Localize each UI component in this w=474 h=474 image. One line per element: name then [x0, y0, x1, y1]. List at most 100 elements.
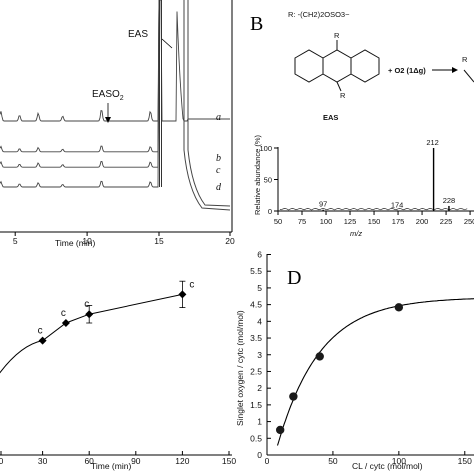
- panel-d-point-3: [394, 303, 404, 312]
- panel-d-y-tick-label-0: 0: [257, 450, 262, 460]
- panel-d-y-tick-label-3: 3: [257, 350, 262, 360]
- reaction-arrowhead: [452, 67, 458, 73]
- panel-b: B R: -(CH2)2OSO3− R R EAS + O2 (1Δg) R 0…: [250, 10, 474, 238]
- panel-d-points: [275, 303, 404, 435]
- panel-d-y-tick-label-1: 1: [257, 417, 262, 427]
- trace-label-a: a: [216, 112, 221, 123]
- panel-a-x-tick-label-5: 5: [13, 236, 18, 246]
- panel-c: 0 30 60 90 120 150 c c c c Time (min): [0, 279, 236, 471]
- panel-b-y-tick-label-100: 100: [259, 144, 272, 153]
- panel-c-series-line: [0, 293, 183, 374]
- panel-b-y-tick-label-0: 0: [268, 207, 272, 216]
- product-fragment: R: [462, 55, 468, 64]
- panel-d-y-tick-label-4.5: 4.5: [250, 300, 262, 310]
- panel-b-x-ticks: 50 75 100 125 150 175 200 225 250: [274, 211, 474, 226]
- panel-c-x-tick-label-150: 150: [222, 456, 236, 466]
- panel-b-y-axis-label: Relative abundance (%): [253, 134, 262, 215]
- panel-d-y-tick-label-6: 6: [257, 250, 262, 260]
- panel-c-x-tick-label-120: 120: [175, 456, 189, 466]
- panel-b-x-tick-label-75: 75: [298, 217, 306, 226]
- chromatogram-trace-b: [0, 0, 161, 153]
- panel-c-point-label-2: c: [84, 299, 89, 310]
- chromatogram-trace-a: [0, 0, 230, 122]
- panel-b-x-tick-label-250: 250: [464, 217, 474, 226]
- product-bond: [463, 69, 474, 83]
- panel-d-label: D: [287, 267, 301, 289]
- spectrum-baseline: [279, 208, 468, 211]
- annotation-easo2: EASO2: [92, 89, 124, 102]
- panel-c-point-0: [38, 336, 47, 345]
- substituent-label: R: -(CH2)2OSO3−: [288, 10, 350, 19]
- compound-label: EAS: [323, 113, 338, 122]
- annotation-eas: EAS: [128, 29, 148, 40]
- panel-c-point-2: [85, 310, 94, 319]
- panel-c-x-axis-label: Time (min): [91, 461, 131, 471]
- trace-label-b: b: [216, 153, 221, 164]
- panel-d-x-tick-label-150: 150: [458, 456, 472, 466]
- panel-c-x-tick-label-60: 60: [84, 456, 94, 466]
- annotation-eas-arrow: [161, 38, 173, 49]
- panel-c-point-label-0: c: [38, 326, 43, 337]
- chromatogram-trace-d: [0, 0, 161, 188]
- panel-c-x-tick-label-0: 0: [0, 456, 4, 466]
- panel-d-y-tick-label-0.5: 0.5: [250, 433, 262, 443]
- panel-c-point-1: [61, 319, 70, 327]
- panel-a-x-tick-label-15: 15: [154, 236, 164, 246]
- panel-a-traces: a bcd: [0, 0, 231, 211]
- panel-d-x-tick-label-0: 0: [265, 456, 270, 466]
- panel-c-x-ticks: 0 30 60 90 120 150: [0, 451, 236, 466]
- structure-r-bottom: R: [340, 91, 346, 100]
- panel-d-y-tick-label-2: 2: [257, 383, 262, 393]
- spectrum-peak-label-228: 228: [443, 196, 456, 205]
- panel-b-x-axis-label: m/z: [350, 229, 362, 238]
- reagent-label: + O2 (1Δg): [388, 66, 426, 75]
- eas-peak-tail-a: [183, 0, 231, 211]
- panel-b-x-tick-label-150: 150: [368, 217, 381, 226]
- spectrum-peak-label-97: 97: [319, 200, 327, 209]
- panel-d-x-ticks: 0 50 100 150: [265, 451, 472, 466]
- panel-d: D 0 0.5 1 1.5 2 2.5 3 3.5 4 4.5 5 5.5 6 0 50 100 150 Si…: [235, 250, 474, 471]
- panel-d-y-tick-label-5: 5: [257, 283, 262, 293]
- trace-label-d: d: [216, 182, 222, 193]
- panel-b-x-tick-label-125: 125: [344, 217, 357, 226]
- panel-d-point-0: [275, 425, 285, 435]
- panel-d-x-tick-label-50: 50: [328, 456, 338, 466]
- panel-c-point-3: [178, 290, 187, 299]
- panel-a-x-ticks: 5 10 15 20: [13, 232, 235, 246]
- panel-d-y-tick-label-2.5: 2.5: [250, 366, 262, 376]
- chromatogram-trace-c: [0, 0, 161, 168]
- panel-d-x-tick-label-100: 100: [392, 456, 406, 466]
- panel-b-x-tick-label-50: 50: [274, 217, 282, 226]
- panel-d-point-2: [315, 352, 324, 361]
- panel-b-x-tick-label-100: 100: [320, 217, 333, 226]
- panel-a: a bcd 5 10 15 20 Time (min) EAS EASO2: [0, 0, 235, 248]
- panel-d-fit-curve: [276, 298, 474, 446]
- panel-c-point-label-3: c: [189, 279, 194, 290]
- panel-c-points: c c c c: [38, 279, 194, 345]
- annotation-easo2-arrowhead: [105, 117, 111, 123]
- panel-a-x-tick-label-20: 20: [225, 236, 235, 246]
- panel-d-y-tick-label-5.5: 5.5: [250, 266, 262, 276]
- panel-b-y-tick-label-50: 50: [264, 176, 272, 185]
- eas-peak-tail-b: [187, 0, 231, 207]
- panel-a-x-axis-label: Time (min): [55, 238, 95, 248]
- spectrum-peak-label-174: 174: [391, 200, 404, 209]
- panel-d-y-tick-label-1.5: 1.5: [250, 400, 262, 410]
- eas-structure: [294, 40, 380, 92]
- panel-d-y-tick-label-3.5: 3.5: [250, 333, 262, 343]
- trace-label-c: c: [216, 165, 221, 176]
- spectrum-peak-label-212: 212: [426, 138, 439, 147]
- panel-a-x-tick-label-10: 10: [82, 236, 92, 246]
- panel-b-y-ticks: 0 50 100: [259, 144, 278, 216]
- panel-c-x-tick-label-30: 30: [38, 456, 48, 466]
- panel-b-label: B: [250, 13, 263, 35]
- panel-b-x-tick-label-175: 175: [392, 217, 405, 226]
- panel-b-peaks: 97 174 212 228: [279, 138, 468, 211]
- panel-d-y-axis-label: Singlet oxygen / cytc (mol/mol): [235, 310, 245, 426]
- panel-c-x-tick-label-90: 90: [131, 456, 141, 466]
- panel-d-x-axis-label: CL / cytc (mol/mol): [352, 461, 423, 471]
- panel-d-y-ticks: 0 0.5 1 1.5 2 2.5 3 3.5 4 4.5 5 5.5 6: [250, 250, 271, 460]
- structure-r-top: R: [334, 31, 340, 40]
- panel-c-point-label-1: c: [61, 308, 66, 319]
